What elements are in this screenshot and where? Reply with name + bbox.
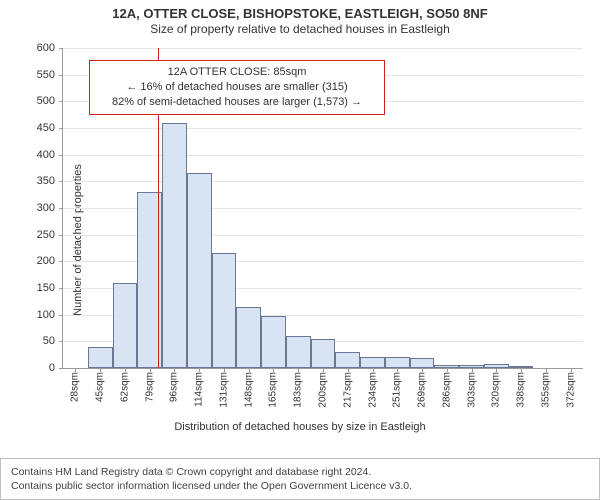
title-main: 12A, OTTER CLOSE, BISHOPSTOKE, EASTLEIGH… bbox=[0, 6, 600, 22]
histogram-bar bbox=[212, 253, 237, 368]
gridline-h bbox=[63, 155, 583, 156]
xtick-label: 114sqm bbox=[194, 372, 205, 407]
ytick-label: 550 bbox=[19, 69, 55, 81]
ytick-label: 0 bbox=[19, 362, 55, 374]
ytick-mark bbox=[59, 315, 63, 316]
ytick-mark bbox=[59, 128, 63, 129]
callout-line: 12A OTTER CLOSE: 85sqm bbox=[98, 65, 376, 80]
xtick-label: 217sqm bbox=[342, 372, 353, 408]
xtick-label: 165sqm bbox=[268, 372, 279, 408]
title-sub: Size of property relative to detached ho… bbox=[0, 22, 600, 37]
histogram-bar bbox=[162, 123, 187, 368]
gridline-h bbox=[63, 181, 583, 182]
xtick-label: 372sqm bbox=[565, 372, 576, 408]
xtick-label: 79sqm bbox=[144, 372, 155, 402]
footer-line-2: Contains public sector information licen… bbox=[11, 479, 589, 493]
xtick-label: 269sqm bbox=[417, 372, 428, 408]
histogram-bar bbox=[410, 358, 435, 368]
histogram-bar bbox=[311, 339, 336, 368]
xtick-label: 62sqm bbox=[119, 372, 130, 402]
xtick-label: 96sqm bbox=[169, 372, 180, 402]
ytick-mark bbox=[59, 261, 63, 262]
footer-line-1: Contains HM Land Registry data © Crown c… bbox=[11, 465, 589, 479]
ytick-mark bbox=[59, 208, 63, 209]
ytick-label: 500 bbox=[19, 95, 55, 107]
ytick-label: 400 bbox=[19, 149, 55, 161]
ytick-mark bbox=[59, 75, 63, 76]
ytick-label: 50 bbox=[19, 335, 55, 347]
callout-line: ← 16% of detached houses are smaller (31… bbox=[98, 80, 376, 95]
xtick-label: 28sqm bbox=[70, 372, 81, 402]
xtick-label: 286sqm bbox=[441, 372, 452, 408]
histogram-bar bbox=[261, 316, 286, 368]
ytick-mark bbox=[59, 48, 63, 49]
ytick-mark bbox=[59, 341, 63, 342]
xtick-label: 131sqm bbox=[218, 372, 229, 408]
attribution-footer: Contains HM Land Registry data © Crown c… bbox=[0, 458, 600, 500]
ytick-mark bbox=[59, 101, 63, 102]
callout-line: 82% of semi-detached houses are larger (… bbox=[98, 95, 376, 110]
xtick-label: 45sqm bbox=[95, 372, 106, 402]
xtick-label: 234sqm bbox=[367, 372, 378, 408]
ytick-label: 150 bbox=[19, 282, 55, 294]
histogram-bar bbox=[187, 173, 212, 368]
histogram-bar bbox=[335, 352, 360, 368]
ytick-label: 450 bbox=[19, 122, 55, 134]
histogram-bar bbox=[286, 336, 311, 368]
histogram-bar bbox=[360, 357, 385, 368]
xtick-label: 303sqm bbox=[466, 372, 477, 408]
ytick-mark bbox=[59, 181, 63, 182]
xtick-label: 251sqm bbox=[392, 372, 403, 408]
xtick-label: 320sqm bbox=[491, 372, 502, 408]
ytick-label: 200 bbox=[19, 255, 55, 267]
xtick-label: 200sqm bbox=[318, 372, 329, 408]
gridline-h bbox=[63, 48, 583, 49]
ytick-mark bbox=[59, 235, 63, 236]
x-axis-label: Distribution of detached houses by size … bbox=[0, 421, 600, 433]
callout-box: 12A OTTER CLOSE: 85sqm← 16% of detached … bbox=[89, 60, 385, 115]
gridline-h bbox=[63, 128, 583, 129]
histogram-bar bbox=[385, 357, 410, 368]
xtick-label: 338sqm bbox=[516, 372, 527, 408]
xtick-label: 183sqm bbox=[293, 372, 304, 408]
ytick-label: 350 bbox=[19, 175, 55, 187]
ytick-mark bbox=[59, 288, 63, 289]
ytick-label: 100 bbox=[19, 309, 55, 321]
chart-area: Number of detached properties 0501001502… bbox=[0, 42, 600, 437]
xtick-label: 148sqm bbox=[243, 372, 254, 408]
chart-titles: 12A, OTTER CLOSE, BISHOPSTOKE, EASTLEIGH… bbox=[0, 0, 600, 37]
plot-area: 05010015020025030035040045050055060028sq… bbox=[62, 48, 583, 369]
histogram-bar bbox=[113, 283, 138, 368]
ytick-label: 600 bbox=[19, 42, 55, 54]
ytick-mark bbox=[59, 368, 63, 369]
ytick-mark bbox=[59, 155, 63, 156]
ytick-label: 300 bbox=[19, 202, 55, 214]
histogram-bar bbox=[88, 347, 113, 368]
ytick-label: 250 bbox=[19, 229, 55, 241]
histogram-bar bbox=[236, 307, 261, 368]
xtick-label: 355sqm bbox=[540, 372, 551, 408]
